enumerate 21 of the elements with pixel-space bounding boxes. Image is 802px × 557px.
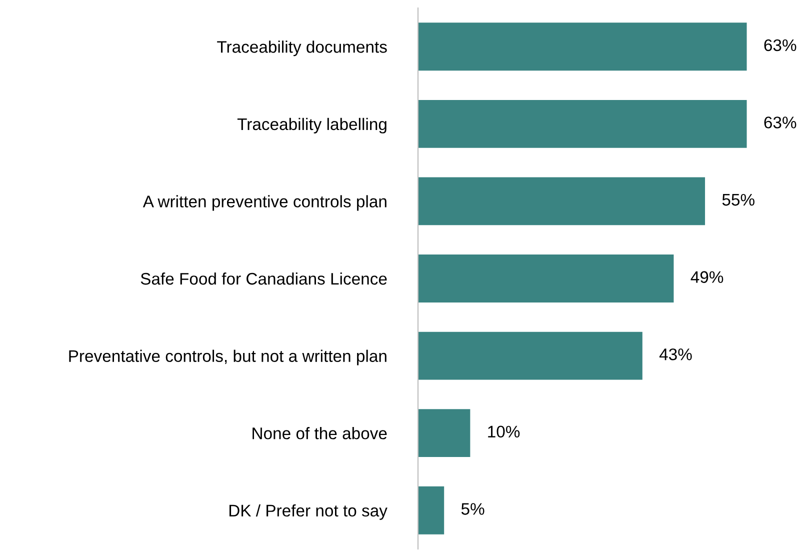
bar xyxy=(418,409,470,458)
data-label: 43% xyxy=(659,348,692,360)
bar xyxy=(418,22,747,71)
data-label: 63% xyxy=(764,39,796,52)
y-tick-label: Safe Food for Canadians Licence xyxy=(140,272,387,285)
data-label: 55% xyxy=(722,194,754,206)
y-tick-label: A written preventive controls plan xyxy=(142,195,386,211)
bar xyxy=(418,254,674,302)
y-tick-label: Preventative controls, but not a written plan xyxy=(69,350,386,366)
bar xyxy=(418,100,747,148)
data-label: 10% xyxy=(488,426,520,438)
y-tick-label: Traceability documents xyxy=(217,40,387,56)
bar xyxy=(418,177,706,226)
bar xyxy=(418,486,444,534)
data-label: 49% xyxy=(690,271,724,283)
y-tick-label: None of the above xyxy=(252,427,387,440)
y-tick-label: Traceability labelling xyxy=(237,118,386,134)
data-label: 5% xyxy=(461,503,484,515)
y-tick-label: DK / Prefer not to say xyxy=(229,504,388,520)
data-label: 63% xyxy=(764,116,796,128)
bar xyxy=(418,332,642,380)
